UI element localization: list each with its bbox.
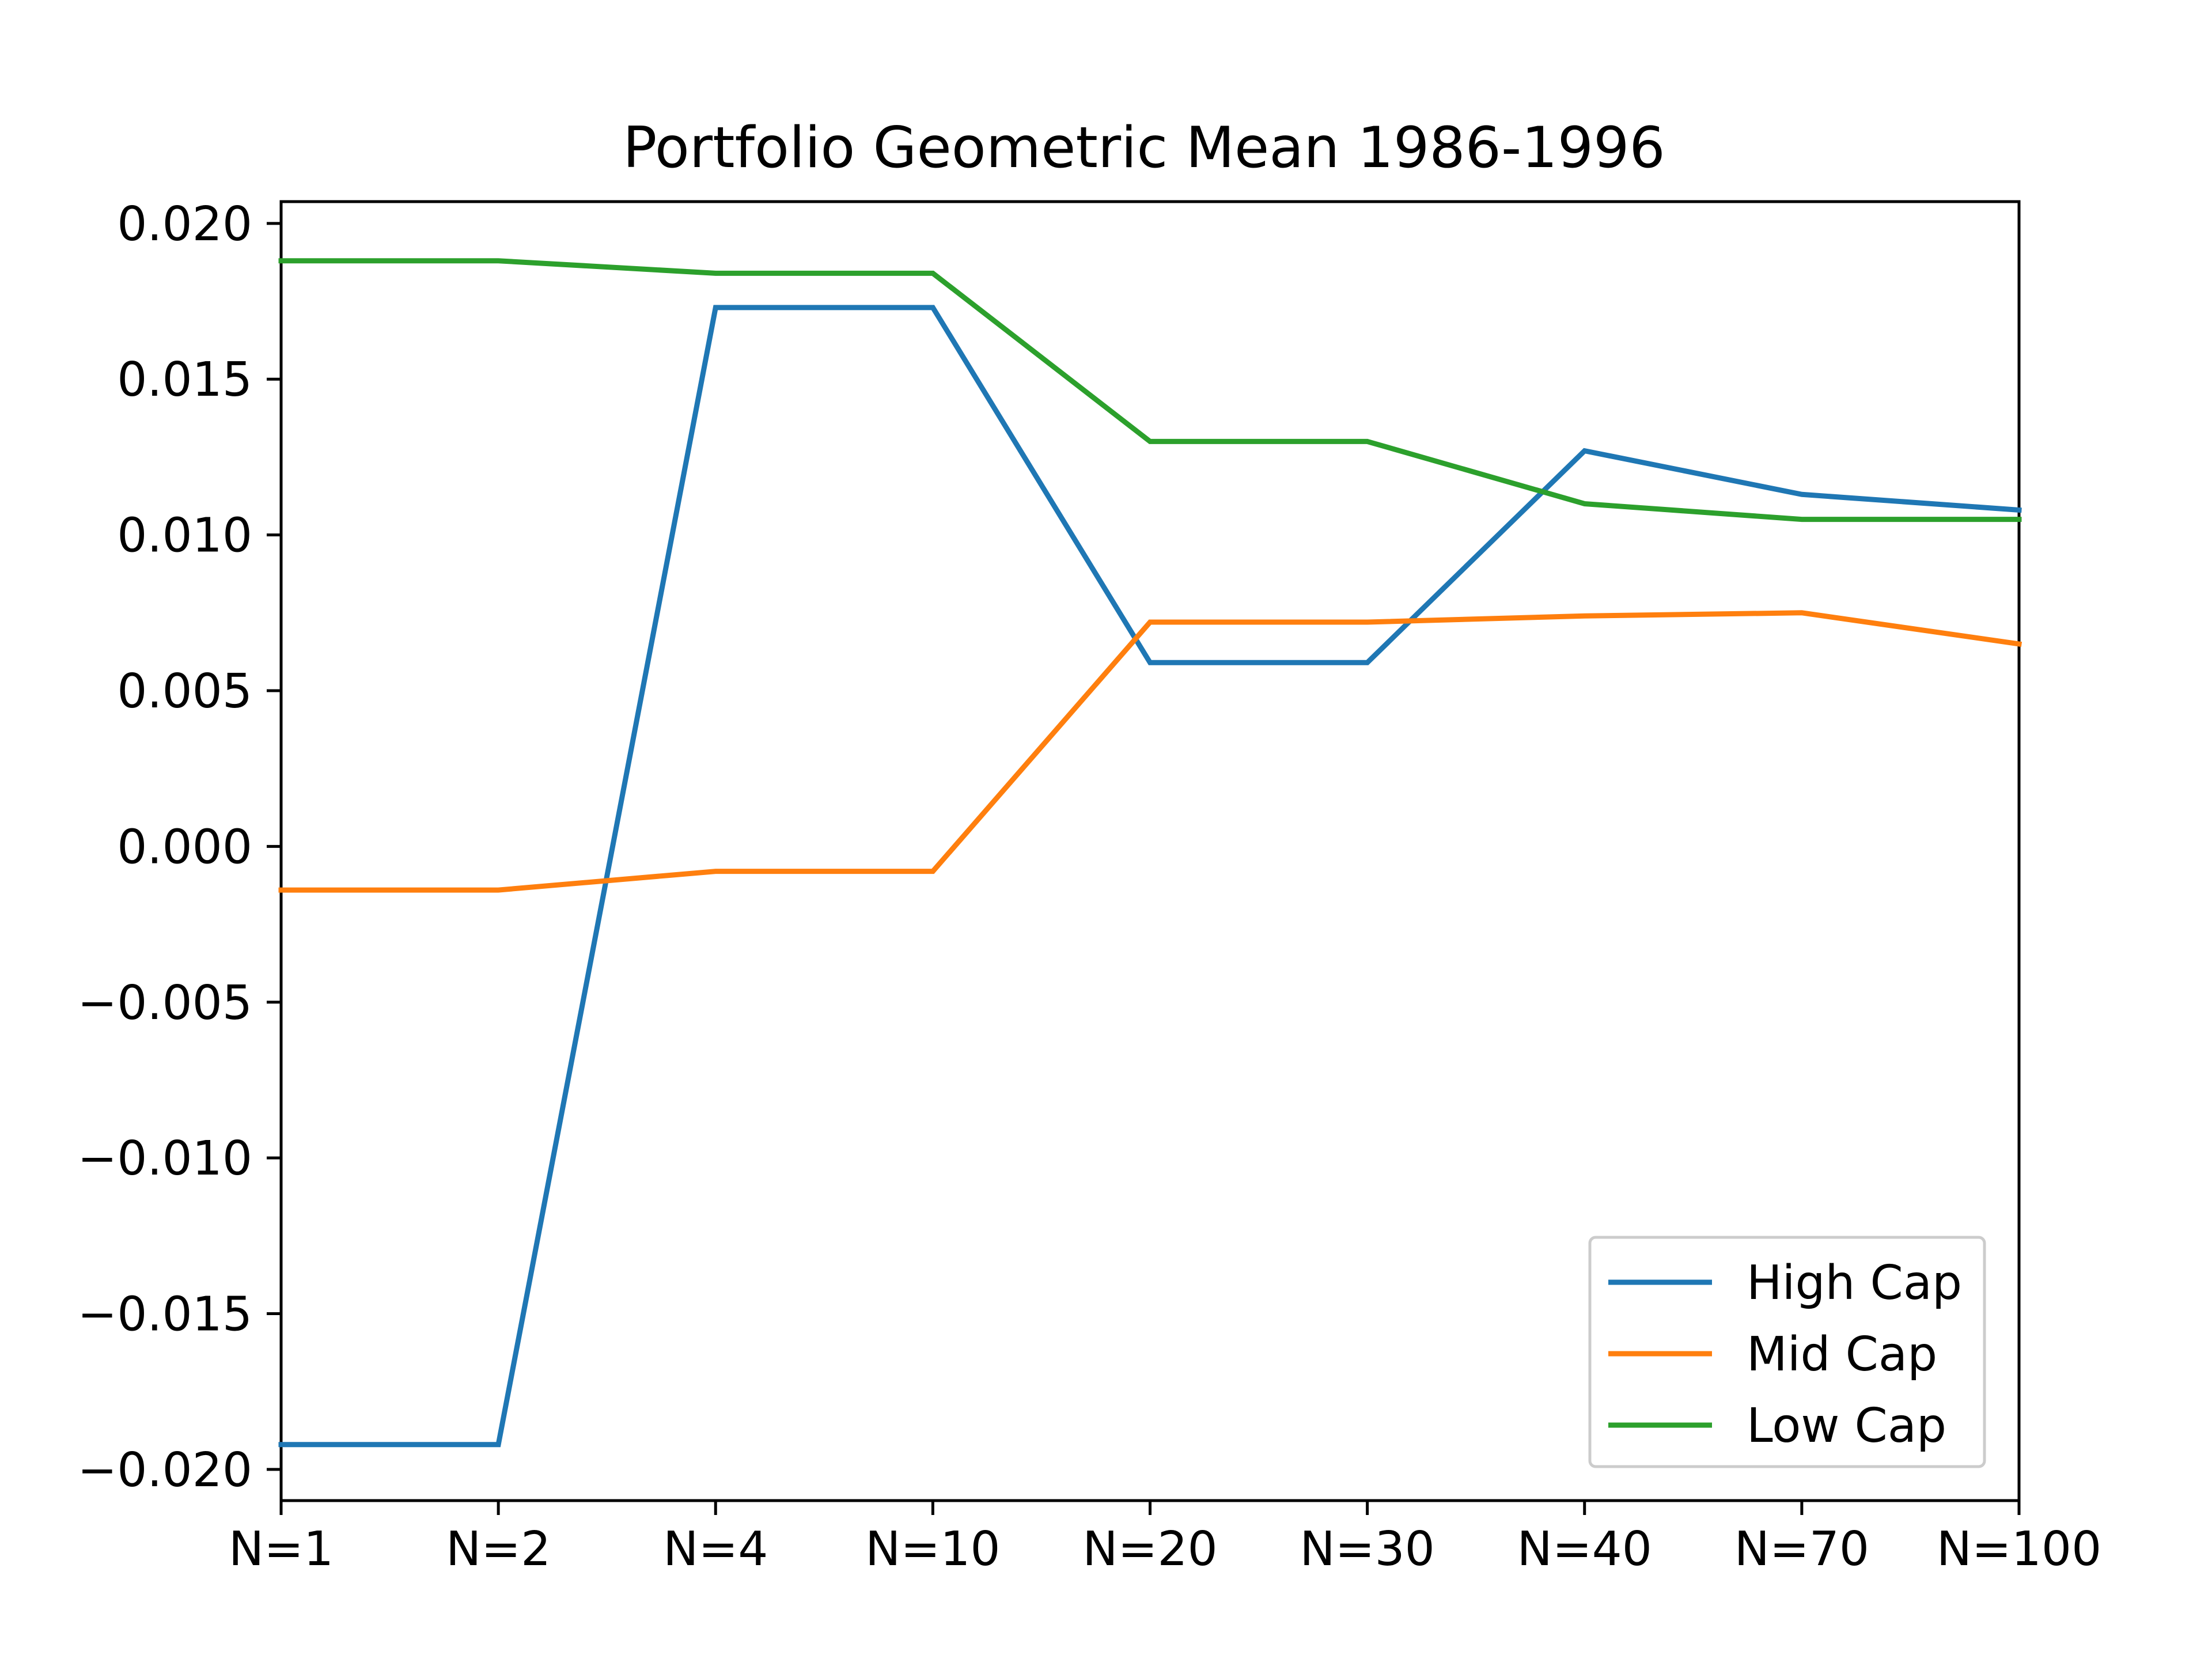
y-tick-label: −0.005: [78, 976, 252, 1031]
series-layer: [278, 258, 2022, 1448]
series-line-mid-cap: [278, 610, 2022, 893]
x-tick-label: N=30: [1300, 1522, 1434, 1577]
legend-label: Low Cap: [1747, 1399, 1946, 1453]
series-line-low-cap: [278, 258, 2022, 522]
x-tick-label: N=1: [229, 1522, 334, 1577]
x-tick-label: N=40: [1517, 1522, 1652, 1577]
x-tick-label: N=10: [865, 1522, 1000, 1577]
x-tick-label: N=100: [1937, 1522, 2102, 1577]
y-tick-label: 0.000: [117, 820, 252, 874]
x-axis: N=1 N=2 N=4 N=10 N=20 N=30 N=40 N=70 N=100: [229, 1501, 2101, 1577]
x-tick-label: N=4: [663, 1522, 768, 1577]
y-tick-label: −0.020: [78, 1443, 252, 1498]
y-axis: −0.020 −0.015 −0.010 −0.005 0.000 0.005 0.010 0…: [78, 197, 281, 1498]
y-tick-label: −0.015: [78, 1287, 252, 1342]
y-tick-label: 0.015: [117, 353, 252, 407]
x-tick-label: N=20: [1082, 1522, 1217, 1577]
chart-title: Portfolio Geometric Mean 1986-1996: [623, 115, 1665, 181]
y-tick-label: −0.010: [78, 1131, 252, 1186]
y-tick-label: 0.010: [117, 509, 252, 563]
y-tick-label: 0.005: [117, 664, 252, 719]
legend: High Cap Mid Cap Low Cap: [1588, 1236, 1986, 1468]
series-line-high-cap: [278, 305, 2022, 1448]
y-tick-label: 0.020: [117, 197, 252, 252]
legend-label: High Cap: [1747, 1256, 1962, 1310]
legend-box: [1588, 1236, 1986, 1468]
legend-label: Mid Cap: [1747, 1327, 1937, 1382]
x-tick-label: N=70: [1734, 1522, 1869, 1577]
x-tick-label: N=2: [446, 1522, 551, 1577]
